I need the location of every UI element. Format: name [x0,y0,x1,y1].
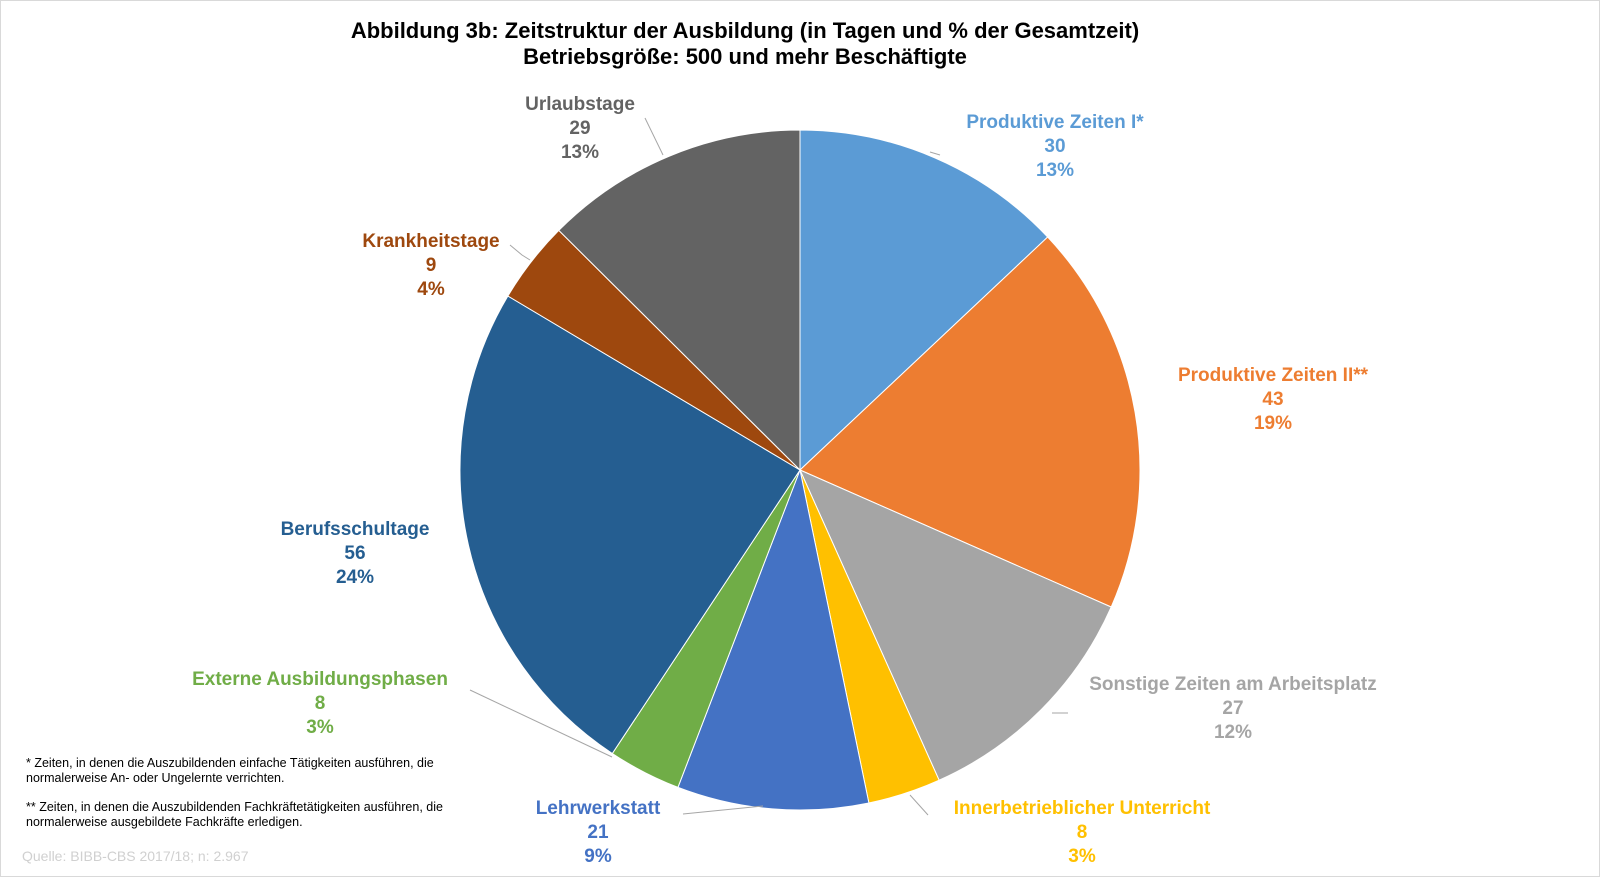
slice-name: Innerbetrieblicher Unterricht [954,798,1211,819]
slice-value: 30 [1044,136,1065,157]
slice-label-2: Sonstige Zeiten am Arbeitsplatz 27 12% [1089,674,1377,743]
slice-value: 56 [344,543,365,564]
pie-slice-2 [799,469,1112,781]
leader-line-5 [469,689,613,758]
pie-slice-4 [677,468,870,811]
slice-name: Urlaubstage [525,94,635,115]
slice-label-6: Berufsschultage 56 24% [281,519,430,588]
leader-lines [469,117,1068,816]
chart-title: Abbildung 3b: Zeitstruktur der Ausbildun… [0,18,1490,70]
leader-line-7 [509,244,531,261]
footnote-productive-2: ** Zeiten, in denen die Auszubildenden F… [26,800,443,829]
pie-slice-1 [799,236,1141,608]
leader-line-0 [929,151,941,156]
slice-value: 29 [569,118,590,139]
slice-value: 21 [587,822,609,843]
slice-label-7: Krankheitstage 9 4% [362,231,499,300]
slice-percent: 4% [417,279,445,300]
slice-name: Produktive Zeiten II** [1178,365,1369,386]
slice-label-4: Lehrwerkstatt 21 9% [536,798,661,867]
slice-value: 8 [315,693,326,714]
slice-percent: 19% [1254,413,1292,434]
slice-percent: 3% [306,717,334,738]
pie-slice-6 [459,295,801,755]
source-note: Quelle: BIBB-CBS 2017/18; n: 2.967 [22,848,249,864]
slice-label-3: Innerbetrieblicher Unterricht 8 3% [954,798,1211,867]
slice-percent: 24% [336,567,374,588]
slice-percent: 9% [584,846,612,867]
slice-name: Krankheitstage [362,231,499,252]
title-line-2: Betriebsgröße: 500 und mehr Beschäftigte [523,44,967,69]
slice-name: Berufsschultage [281,519,430,540]
slice-value: 8 [1077,822,1088,843]
slice-label-8: Urlaubstage 29 13% [525,94,635,163]
slice-value: 43 [1262,389,1283,410]
slice-name: Externe Ausbildungsphasen [192,669,448,690]
slice-name: Sonstige Zeiten am Arbeitsplatz [1089,674,1377,695]
slice-name: Lehrwerkstatt [536,798,661,819]
leader-line-4 [682,805,764,815]
footnotes: * Zeiten, in denen die Auszubildenden ei… [26,756,446,844]
title-line-1: Abbildung 3b: Zeitstruktur der Ausbildun… [350,18,1140,43]
slice-label-0: Produktive Zeiten I* 30 13% [966,112,1144,181]
leader-line-3 [909,794,929,816]
leader-line-8 [644,117,664,156]
pie-slice-8 [558,129,801,472]
footnote-productive-1: * Zeiten, in denen die Auszubildenden ei… [26,756,434,785]
slice-label-1: Produktive Zeiten II** 43 19% [1178,365,1369,434]
slice-percent: 13% [561,142,599,163]
slice-percent: 13% [1036,160,1074,181]
slice-percent: 12% [1214,722,1252,743]
slice-value: 9 [426,255,437,276]
slice-percent: 3% [1068,846,1096,867]
slice-label-5: Externe Ausbildungsphasen 8 3% [192,669,448,738]
slice-labels: Produktive Zeiten I* 30 13%Produktive Zeit… [192,94,1377,867]
slice-name: Produktive Zeiten I* [966,112,1144,133]
pie-slices [459,129,1141,811]
slice-value: 27 [1222,698,1243,719]
pie-slice-0 [799,129,1049,472]
